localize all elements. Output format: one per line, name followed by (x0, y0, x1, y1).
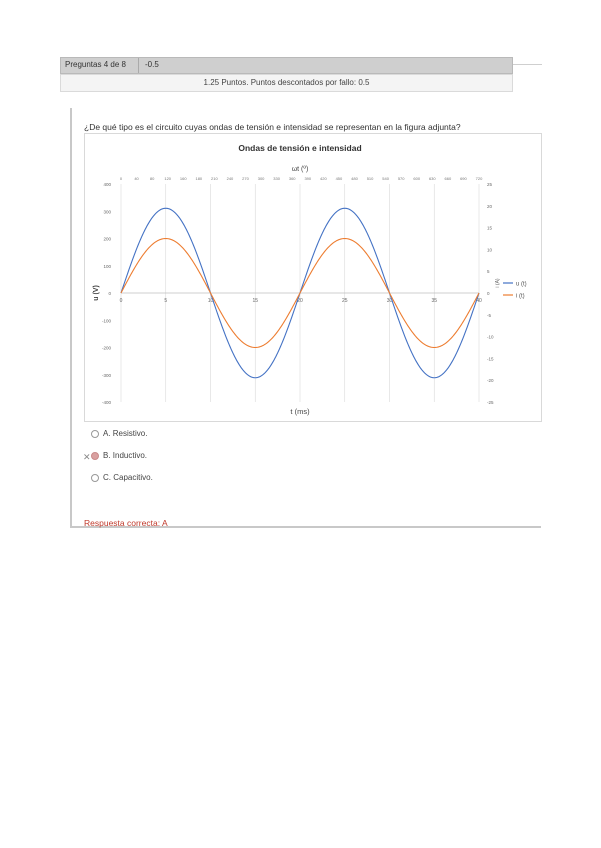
y-tick-label: -400 (102, 400, 112, 405)
y-tick-label: 400 (103, 182, 111, 187)
y2-tick-label: 0 (487, 291, 490, 296)
option-b[interactable]: B. Inductivo. (91, 451, 147, 460)
x-tick-label: 5 (164, 298, 167, 304)
x-axis-label: t (ms) (290, 407, 310, 416)
legend-label-0: u (t) (516, 282, 527, 288)
series-line-1 (120, 237, 480, 349)
chart: Ondas de tensión e intensidad ωt (º) -400 -… (93, 143, 527, 416)
option-a-label: A. Resistivo. (103, 429, 148, 438)
x2-tick-label: 540 (382, 176, 389, 181)
y2-tick-label: 5 (487, 269, 490, 274)
x2-tick-label: 160 (180, 176, 187, 181)
radio-b[interactable] (91, 451, 99, 460)
x2-tick-label: 450 (336, 176, 343, 181)
y-tick-label: -300 (102, 373, 112, 378)
x2-tick-label: 660 (445, 176, 452, 181)
question-header-bar: Preguntas 4 de 8 -0.5 (60, 57, 513, 74)
option-c[interactable]: C. Capacitivo. (91, 473, 153, 482)
y-tick-label: 0 (108, 291, 111, 296)
option-b-label: B. Inductivo. (103, 451, 148, 460)
y-tick-label: 300 (103, 209, 111, 214)
x2-tick-label: 480 (351, 176, 358, 181)
option-a[interactable]: A. Resistivo. (91, 429, 147, 438)
score-value: -0.5 (145, 60, 159, 69)
x-tick-label: 30 (387, 298, 393, 304)
header-line (513, 64, 542, 65)
y2-tick-label: 25 (487, 182, 493, 187)
chart-title: Ondas de tensión e intensidad (238, 143, 361, 153)
y2-tick-label: -5 (487, 313, 491, 318)
wrong-answer-icon: ✕ (83, 452, 91, 462)
x2-tick-label: 300 (258, 176, 265, 181)
question-panel (70, 108, 541, 528)
question-counter: Preguntas 4 de 8 (65, 60, 126, 69)
question-text: ¿De qué tipo es el circuito cuyas ondas … (84, 122, 461, 132)
y-tick-label: -200 (102, 346, 112, 351)
x2-tick-label: 390 (304, 176, 311, 181)
top-axis-label: ωt (º) (292, 166, 309, 173)
option-c-label: C. Capacitivo. (103, 473, 153, 482)
x2-tick-label: 120 (164, 176, 171, 181)
y2-tick-label: 15 (487, 226, 493, 231)
y2-tick-label: 10 (487, 247, 493, 252)
x2-tick-label: 270 (242, 176, 249, 181)
header-divider (138, 58, 139, 73)
x-tick-label: 20 (297, 298, 303, 304)
y2-tick-label: -25 (487, 400, 494, 405)
y2-tick-label: -20 (487, 378, 494, 383)
chart-container: Ondas de tensión e intensidad ωt (º) -400 -… (84, 133, 542, 422)
x-tick-label: 25 (342, 298, 348, 304)
x-tick-label: 15 (252, 298, 258, 304)
y2-tick-label: -10 (487, 335, 494, 340)
y2-axis-label: i (A) (495, 278, 501, 288)
x2-tick-label: 720 (476, 176, 483, 181)
legend-label-1: i (t) (516, 294, 525, 300)
x-tick-label: 35 (431, 298, 437, 304)
points-info: 1.25 Puntos. Puntos descontados por fall… (60, 74, 513, 92)
radio-c[interactable] (91, 473, 99, 482)
x2-tick-label: 210 (211, 176, 218, 181)
radio-a[interactable] (91, 429, 99, 438)
x2-tick-label: 180 (195, 176, 202, 181)
x2-tick-label: 600 (413, 176, 420, 181)
x2-tick-label: 240 (227, 176, 234, 181)
correct-answer: Respuesta correcta: A (84, 518, 168, 528)
x-tick-label: 40 (476, 298, 482, 304)
x2-tick-label: 360 (289, 176, 296, 181)
x2-tick-label: 0 (120, 176, 123, 181)
x2-tick-label: 330 (273, 176, 280, 181)
x2-tick-label: 420 (320, 176, 327, 181)
x2-tick-label: 630 (429, 176, 436, 181)
x2-tick-label: 690 (460, 176, 467, 181)
x-tick-label: 10 (208, 298, 214, 304)
x-tick-label: 0 (120, 298, 123, 304)
y2-tick-label: 20 (487, 204, 493, 209)
y2-tick-label: -15 (487, 356, 494, 361)
x2-tick-label: 510 (367, 176, 374, 181)
y-axis-label: u (V) (93, 285, 100, 301)
y-tick-label: 200 (103, 237, 111, 242)
x2-tick-label: 80 (150, 176, 155, 181)
y-tick-label: -100 (102, 318, 112, 323)
x2-tick-label: 40 (134, 176, 139, 181)
y-tick-label: 100 (103, 264, 111, 269)
x2-tick-label: 570 (398, 176, 405, 181)
